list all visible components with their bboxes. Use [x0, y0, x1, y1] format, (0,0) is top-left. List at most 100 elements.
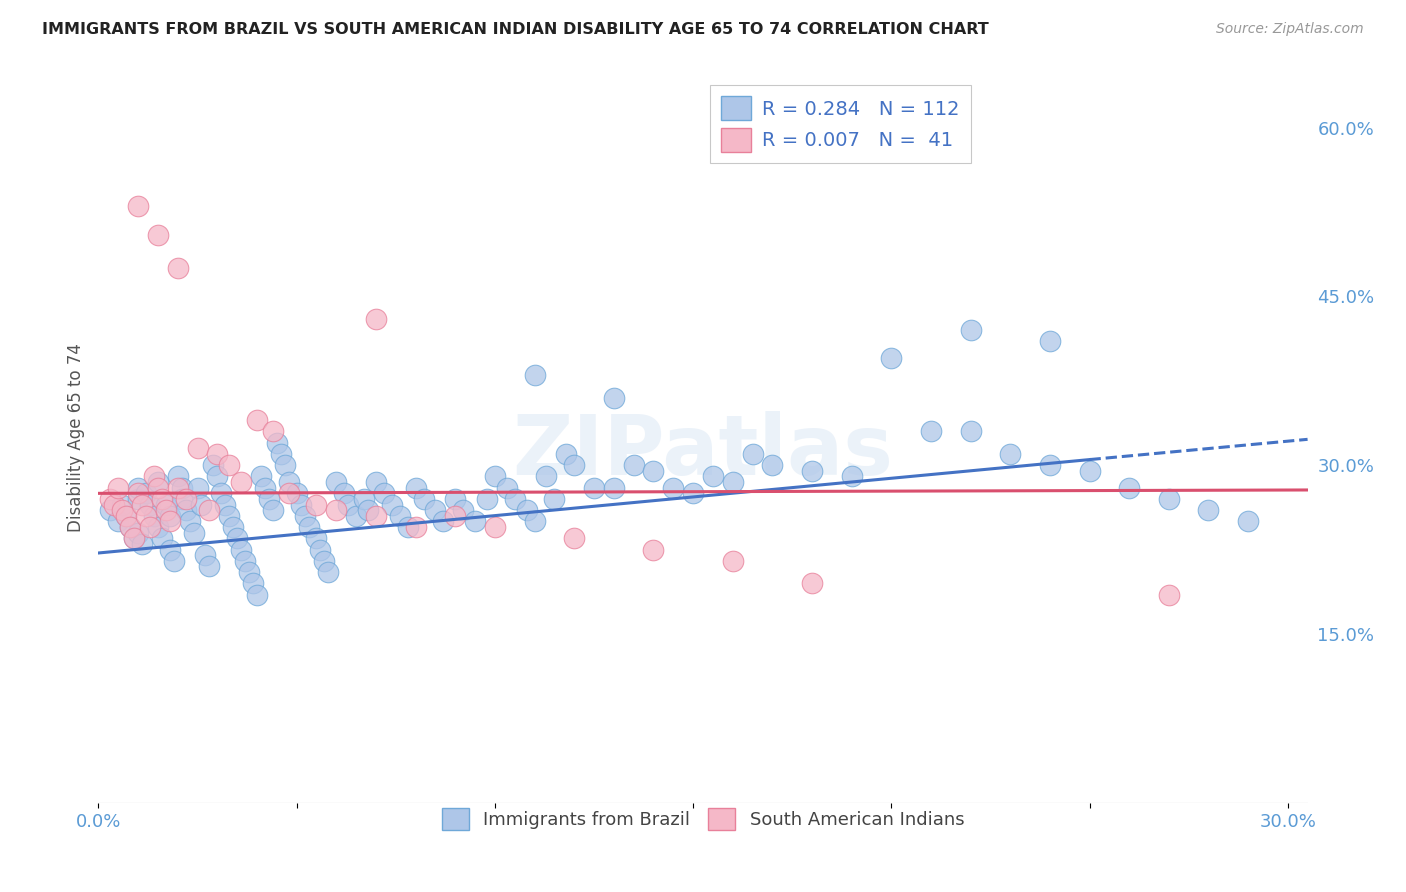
- Point: [314, 554, 336, 568]
- Point: [103, 498, 125, 512]
- Point: [115, 508, 138, 523]
- Point: [142, 469, 165, 483]
- Point: [218, 458, 240, 473]
- Point: [186, 481, 208, 495]
- Point: [127, 481, 149, 495]
- Point: [190, 498, 212, 512]
- Point: [801, 576, 824, 591]
- Point: [682, 486, 704, 500]
- Point: [159, 508, 181, 523]
- Point: [405, 481, 427, 495]
- Point: [214, 498, 236, 512]
- Point: [135, 508, 157, 523]
- Point: [325, 475, 347, 489]
- Point: [159, 515, 181, 529]
- Point: [107, 515, 129, 529]
- Point: [294, 508, 316, 523]
- Point: [277, 475, 299, 489]
- Point: [166, 469, 188, 483]
- Point: [231, 542, 253, 557]
- Point: [702, 469, 724, 483]
- Point: [222, 520, 245, 534]
- Point: [432, 515, 454, 529]
- Point: [721, 554, 744, 568]
- Point: [155, 503, 177, 517]
- Point: [484, 520, 506, 534]
- Point: [357, 503, 380, 517]
- Point: [364, 312, 387, 326]
- Point: [150, 491, 173, 506]
- Point: [555, 447, 578, 461]
- Text: Source: ZipAtlas.com: Source: ZipAtlas.com: [1216, 22, 1364, 37]
- Point: [1198, 503, 1220, 517]
- Point: [562, 458, 585, 473]
- Point: [98, 491, 121, 506]
- Point: [623, 458, 645, 473]
- Point: [127, 525, 149, 540]
- Point: [444, 491, 467, 506]
- Point: [325, 503, 347, 517]
- Point: [643, 542, 665, 557]
- Point: [238, 565, 260, 579]
- Point: [1157, 491, 1180, 506]
- Point: [373, 486, 395, 500]
- Point: [381, 498, 404, 512]
- Point: [270, 447, 292, 461]
- Point: [412, 491, 434, 506]
- Point: [166, 261, 188, 276]
- Point: [198, 559, 221, 574]
- Point: [142, 508, 165, 523]
- Point: [1078, 464, 1101, 478]
- Point: [396, 520, 419, 534]
- Point: [305, 532, 328, 546]
- Point: [880, 351, 903, 366]
- Point: [643, 464, 665, 478]
- Point: [186, 442, 208, 456]
- Point: [801, 464, 824, 478]
- Point: [305, 498, 328, 512]
- Point: [337, 498, 360, 512]
- Y-axis label: Disability Age 65 to 74: Disability Age 65 to 74: [66, 343, 84, 532]
- Point: [959, 425, 981, 439]
- Point: [139, 498, 162, 512]
- Point: [207, 447, 229, 461]
- Point: [122, 532, 145, 546]
- Point: [163, 554, 186, 568]
- Text: ZIPatlas: ZIPatlas: [513, 411, 893, 492]
- Point: [231, 475, 253, 489]
- Point: [662, 481, 685, 495]
- Point: [297, 520, 319, 534]
- Point: [405, 520, 427, 534]
- Point: [111, 498, 134, 512]
- Point: [115, 508, 138, 523]
- Point: [536, 469, 558, 483]
- Point: [209, 486, 232, 500]
- Point: [603, 391, 626, 405]
- Point: [495, 481, 517, 495]
- Point: [146, 227, 169, 242]
- Point: [107, 481, 129, 495]
- Point: [309, 542, 332, 557]
- Point: [257, 491, 280, 506]
- Point: [166, 481, 188, 495]
- Point: [242, 576, 264, 591]
- Point: [179, 515, 201, 529]
- Point: [721, 475, 744, 489]
- Point: [194, 548, 217, 562]
- Point: [226, 532, 249, 546]
- Point: [246, 588, 269, 602]
- Point: [266, 435, 288, 450]
- Point: [364, 475, 387, 489]
- Point: [353, 491, 375, 506]
- Point: [111, 503, 134, 517]
- Point: [135, 486, 157, 500]
- Point: [253, 481, 276, 495]
- Point: [582, 481, 605, 495]
- Point: [277, 486, 299, 500]
- Point: [218, 508, 240, 523]
- Point: [131, 498, 153, 512]
- Point: [523, 515, 546, 529]
- Point: [98, 503, 121, 517]
- Point: [262, 503, 284, 517]
- Point: [146, 520, 169, 534]
